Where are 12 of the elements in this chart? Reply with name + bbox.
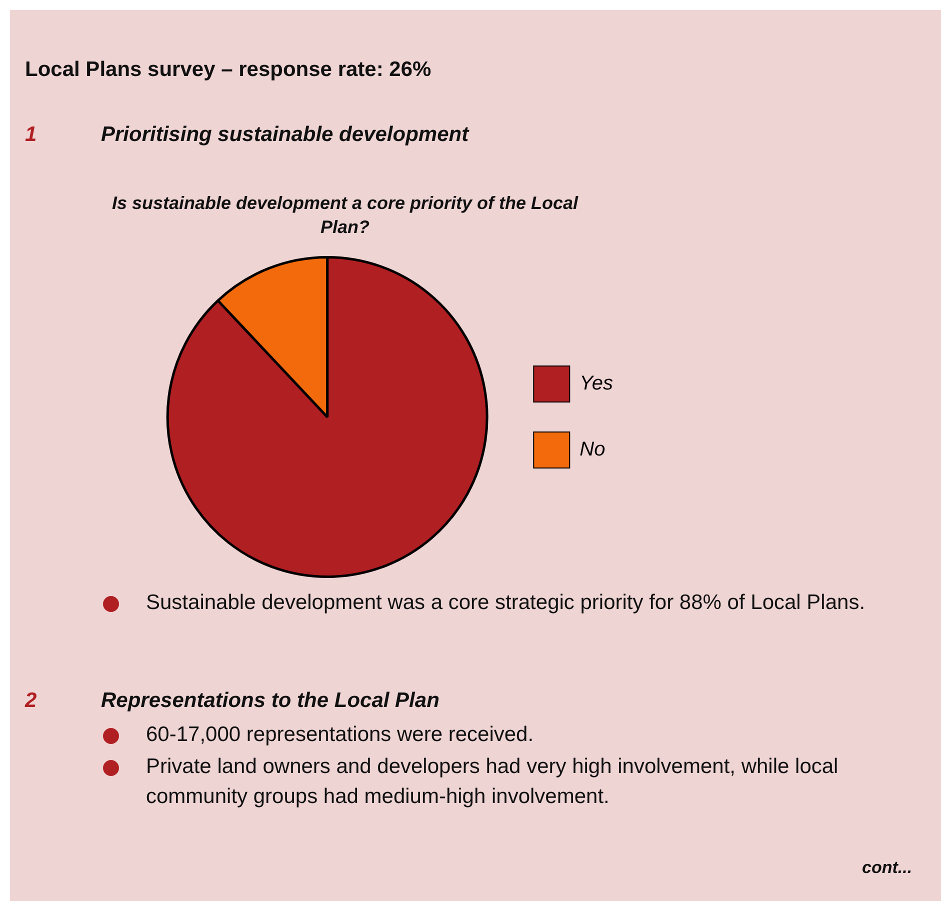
text: cont...: [862, 858, 912, 878]
legend-label: Yes: [580, 372, 613, 395]
chart-title: Is sustainable development a core priority of the Local Plan?: [110, 192, 580, 239]
text: 1: [25, 123, 37, 147]
text: Private land owners and developers had very high involvement, while local community groups had medium-high involvement.: [146, 754, 840, 810]
text: Local Plans survey – response rate: 26%: [25, 58, 432, 82]
text: Prioritising sustainable development: [101, 123, 469, 147]
text: 2: [25, 689, 37, 713]
legend-label: No: [580, 438, 606, 461]
text: Sustainable development was a core strategic priority for 88% of Local Plans.: [146, 590, 866, 616]
text: Representations to the Local Plan: [101, 689, 440, 713]
text: 60-17,000 representations were received.: [146, 722, 535, 748]
